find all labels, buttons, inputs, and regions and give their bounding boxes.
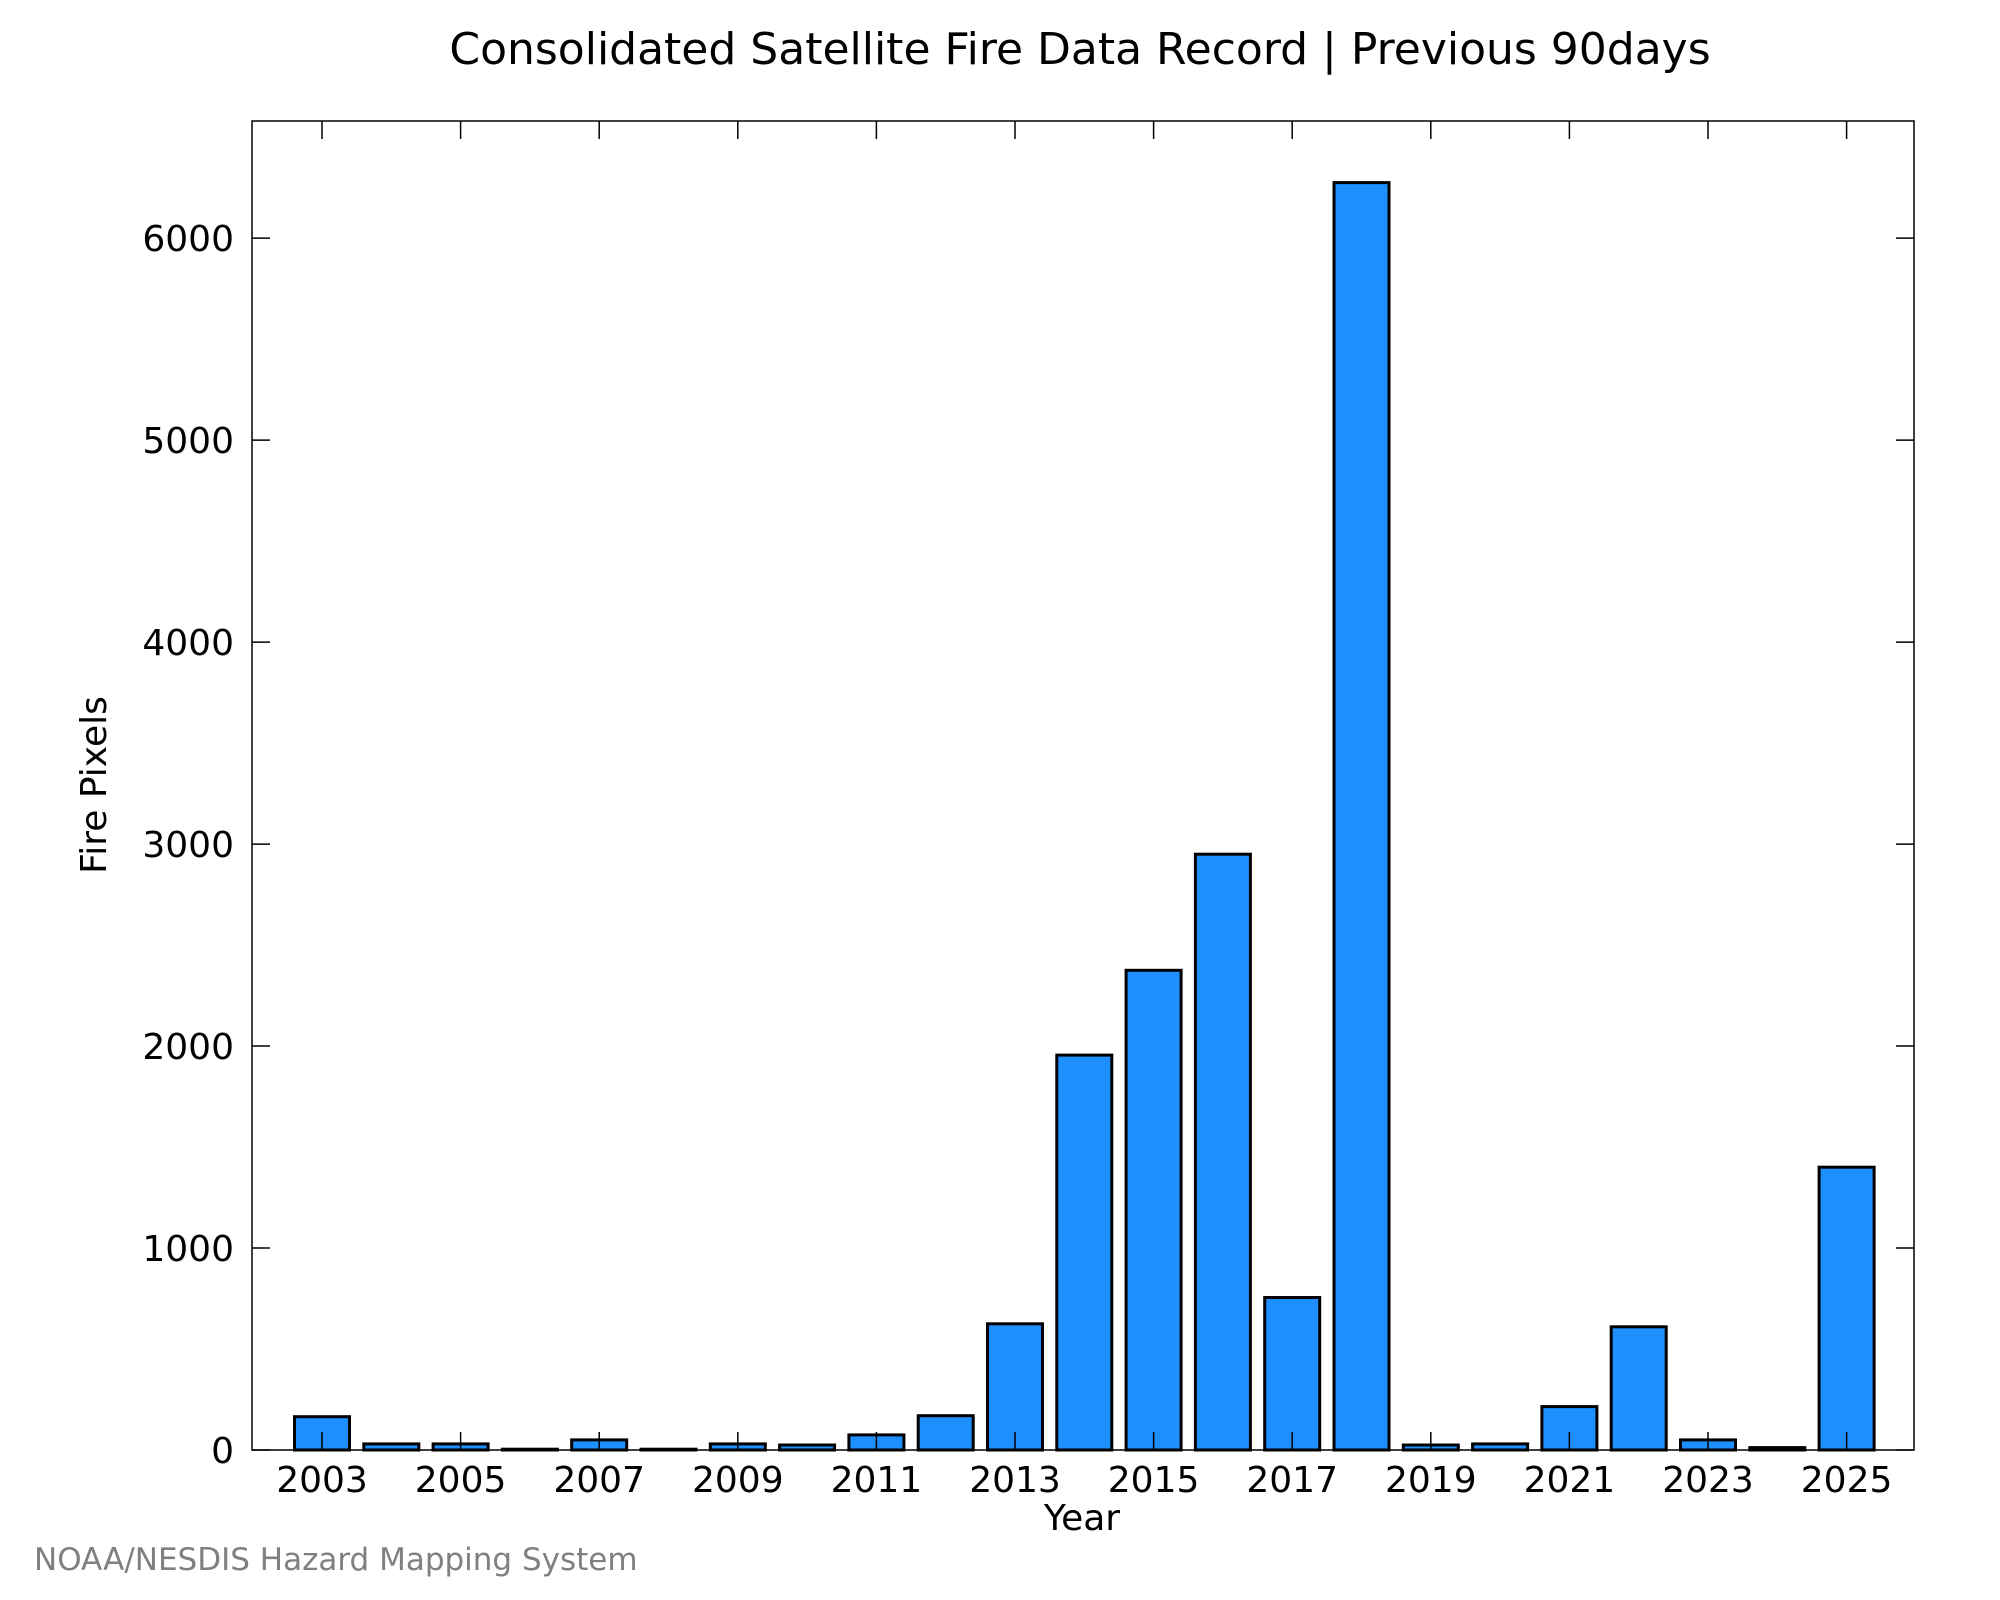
bar-series: [293, 181, 1876, 1452]
x-tick-label: 2023: [1662, 1460, 1754, 1501]
x-tick-label: 2003: [276, 1460, 368, 1501]
x-tick-label: 2013: [969, 1460, 1061, 1501]
y-tick-label: 5000: [142, 421, 234, 462]
x-tick-label: 2005: [415, 1460, 507, 1501]
x-tick-label: 2011: [831, 1460, 923, 1501]
bar-2015: [1124, 968, 1183, 1452]
y-tick-label: 2000: [142, 1027, 234, 1068]
bar-2016: [1193, 852, 1252, 1452]
bar-2013: [986, 1322, 1044, 1452]
x-tick-label: 2007: [553, 1460, 645, 1501]
y-tick-label: 3000: [142, 825, 234, 866]
source-credit: NOAA/NESDIS Hazard Mapping System: [34, 1542, 638, 1578]
y-tick-label: 6000: [142, 219, 234, 260]
axis-ticks: [252, 121, 1914, 1451]
bar-2020: [1471, 1442, 1530, 1452]
x-tick-label: 2025: [1801, 1460, 1893, 1501]
bar-2025: [1817, 1165, 1876, 1452]
y-tick-label: 1000: [142, 1229, 234, 1270]
chart-title: Consolidated Satellite Fire Data Record …: [449, 24, 1710, 75]
x-tick-label: 2009: [692, 1460, 784, 1501]
bar-2022: [1609, 1325, 1668, 1452]
y-tick-label: 0: [211, 1431, 234, 1472]
plot-frame: [251, 120, 1915, 1451]
y-tick-label: 4000: [142, 623, 234, 664]
bar-2018: [1332, 181, 1391, 1452]
x-tick-label: 2021: [1524, 1460, 1616, 1501]
y-axis-label: Fire Pixels: [74, 696, 115, 874]
x-tick-label: 2015: [1108, 1460, 1200, 1501]
bar-2017: [1263, 1296, 1322, 1452]
bar-2012: [916, 1414, 975, 1452]
x-axis-label: Year: [1043, 1498, 1120, 1539]
x-tick-label: 2017: [1246, 1460, 1338, 1501]
x-tick-labels: 2003 2005 2007 2009 2011 2013 2015 2017 2019 2021…: [276, 1460, 1892, 1501]
x-tick-label: 2019: [1385, 1460, 1477, 1501]
y-tick-labels: 0 1000 2000 3000 4000 5000 6000: [142, 219, 234, 1472]
bar-2014: [1055, 1053, 1114, 1452]
bar-2004: [362, 1442, 421, 1452]
